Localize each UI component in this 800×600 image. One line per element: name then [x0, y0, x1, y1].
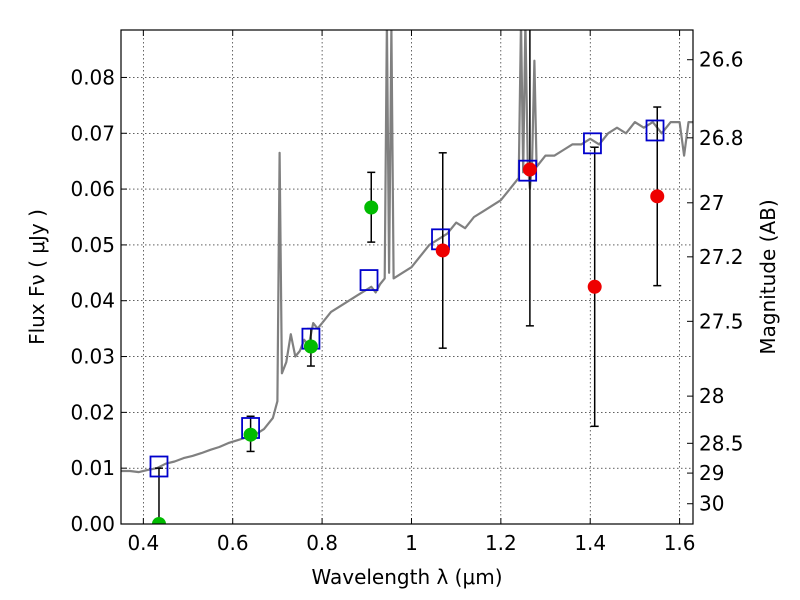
y-axis-label: Flux Fν ( μJy ) — [25, 209, 49, 345]
right-tick-label: 27.5 — [699, 309, 744, 333]
right-tick-label: 28 — [699, 384, 724, 408]
x-tick-label: 1 — [405, 531, 418, 555]
right-tick-label: 26.8 — [699, 126, 744, 150]
right-tick-label: 30 — [699, 492, 724, 516]
y-tick-label: 0.02 — [70, 400, 115, 424]
model-point — [359, 269, 379, 291]
model-point — [645, 119, 665, 142]
x-tick-label: 1.6 — [664, 531, 696, 555]
y-tick-label: 0.01 — [70, 456, 115, 480]
model-point — [149, 455, 169, 478]
observed-points — [151, 162, 665, 524]
right-tick-label: 26.6 — [699, 48, 744, 72]
x-tick-label: 1.4 — [574, 531, 606, 555]
right-tick-label: 27 — [699, 191, 724, 215]
x-tick-label: 0.8 — [306, 531, 338, 555]
red-point — [650, 189, 665, 204]
y-tick-label: 0.06 — [70, 177, 115, 201]
detection-point — [364, 200, 379, 215]
plot-background — [121, 30, 693, 524]
plot-frame — [120, 29, 694, 525]
model-point — [583, 132, 602, 155]
detection-point — [243, 427, 258, 442]
ticks: 0.4 0.6 0.8 1 1.2 1.4 1.6 0.00 0.01 0.02 0.03 0.04 0… — [70, 30, 744, 555]
y-tick-label: 0.07 — [70, 121, 115, 145]
x-tick-label: 1.2 — [485, 531, 517, 555]
red-point — [587, 279, 602, 294]
detection-point — [151, 517, 166, 524]
detection-point — [303, 339, 318, 354]
red-point — [435, 243, 450, 258]
red-point — [522, 162, 537, 177]
right-axis-label: Magnitude (AB) — [756, 199, 780, 354]
y-tick-label: 0.04 — [70, 289, 115, 313]
y-tick-label: 0.03 — [70, 345, 115, 369]
x-axis-label: Wavelength λ (μm) — [311, 565, 502, 589]
y-tick-label: 0.00 — [70, 512, 115, 536]
x-tick-label: 0.6 — [217, 531, 249, 555]
right-tick-label: 27.2 — [699, 245, 744, 269]
x-tick-label: 0.4 — [127, 531, 159, 555]
y-tick-label: 0.08 — [70, 65, 115, 89]
right-tick-label: 28.5 — [699, 431, 744, 455]
y-tick-label: 0.05 — [70, 233, 115, 257]
right-tick-label: 29 — [699, 461, 724, 485]
